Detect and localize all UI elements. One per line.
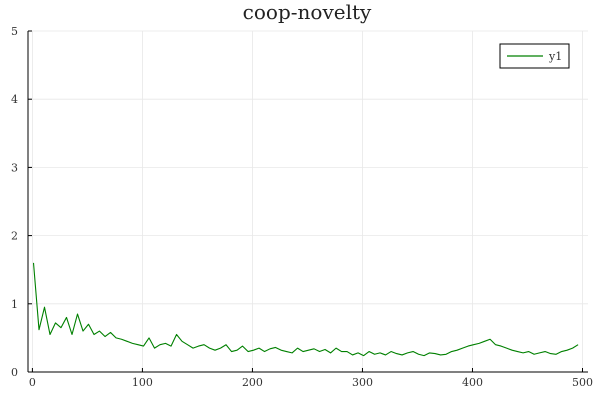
y-tick-label: 3 [11, 161, 18, 174]
series-layer [32, 262, 579, 357]
tick-labels: 0 100 200 300 400 500 0 1 2 3 4 5 [11, 25, 593, 389]
x-tick-label: 300 [352, 376, 373, 389]
x-tick-label: 0 [29, 376, 36, 389]
y-tick-label: 4 [11, 93, 18, 106]
y-tick-label: 2 [11, 230, 18, 243]
y-tick-label: 1 [11, 298, 18, 311]
axes [27, 30, 588, 373]
grid [28, 30, 588, 373]
legend: y1 [499, 43, 570, 69]
legend-label-y1: y1 [548, 50, 562, 63]
x-tick-label: 200 [242, 376, 263, 389]
y-tick-label: 0 [11, 366, 18, 379]
chart-title: coop-novelty [243, 0, 372, 24]
x-tick-label: 100 [132, 376, 153, 389]
x-tick-label: 500 [572, 376, 593, 389]
series-line-y1 [32, 262, 579, 357]
x-tick-label: 400 [462, 376, 483, 389]
y-tick-label: 5 [11, 25, 18, 38]
